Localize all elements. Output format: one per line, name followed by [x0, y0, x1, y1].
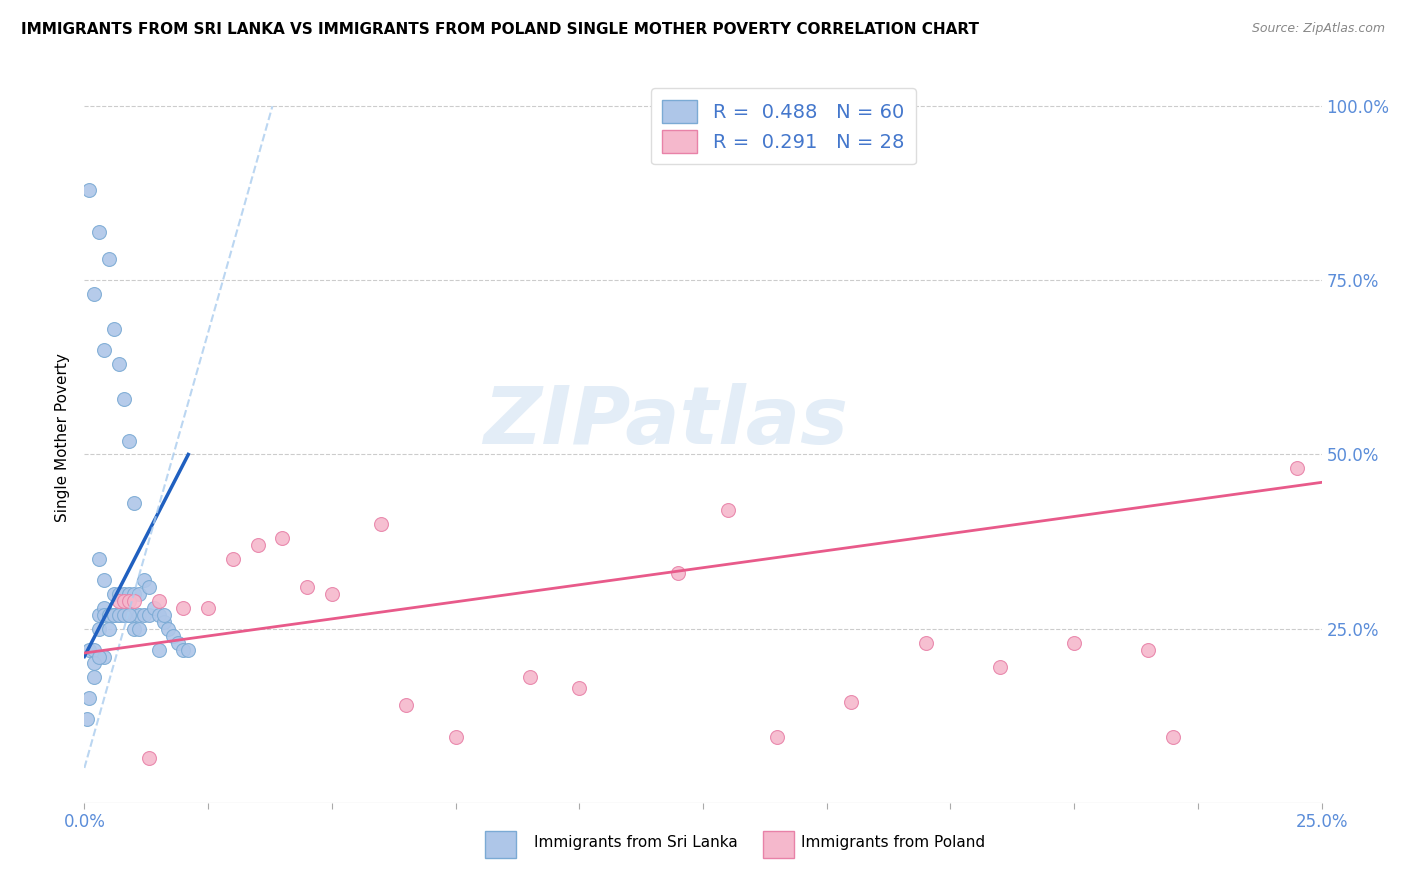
- Point: [118, 594, 141, 608]
- Point: [118, 434, 141, 448]
- Point: [83, 642, 105, 657]
- Point: [93, 649, 115, 664]
- Point: [103, 607, 125, 622]
- Point: [138, 750, 160, 764]
- Text: Source: ZipAtlas.com: Source: ZipAtlas.com: [1251, 22, 1385, 36]
- Point: [841, 695, 863, 709]
- Point: [152, 607, 174, 622]
- Point: [666, 566, 689, 580]
- Point: [132, 607, 155, 622]
- Point: [98, 607, 121, 622]
- Point: [83, 657, 105, 671]
- Point: [162, 629, 184, 643]
- Point: [197, 600, 219, 615]
- Point: [79, 183, 101, 197]
- Point: [98, 622, 121, 636]
- Point: [83, 287, 105, 301]
- Point: [1285, 461, 1308, 475]
- Point: [395, 698, 418, 713]
- Point: [148, 642, 170, 657]
- Point: [246, 538, 269, 552]
- Point: [79, 691, 101, 706]
- Point: [98, 607, 121, 622]
- Point: [118, 607, 141, 622]
- Legend: R =  0.488   N = 60, R =  0.291   N = 28: R = 0.488 N = 60, R = 0.291 N = 28: [651, 88, 915, 164]
- Point: [112, 594, 135, 608]
- Point: [93, 573, 115, 587]
- Point: [122, 496, 145, 510]
- Point: [108, 357, 131, 371]
- Point: [519, 670, 541, 684]
- Point: [1063, 635, 1085, 649]
- Point: [128, 587, 150, 601]
- Point: [271, 531, 294, 545]
- Point: [122, 587, 145, 601]
- Point: [103, 587, 125, 601]
- Point: [152, 615, 174, 629]
- Point: [98, 252, 121, 267]
- Point: [172, 600, 194, 615]
- Text: IMMIGRANTS FROM SRI LANKA VS IMMIGRANTS FROM POLAND SINGLE MOTHER POVERTY CORREL: IMMIGRANTS FROM SRI LANKA VS IMMIGRANTS …: [21, 22, 979, 37]
- Point: [142, 600, 165, 615]
- Point: [112, 607, 135, 622]
- Point: [89, 607, 111, 622]
- Point: [108, 607, 131, 622]
- Point: [138, 607, 160, 622]
- Point: [108, 587, 131, 601]
- Point: [108, 607, 131, 622]
- Point: [568, 681, 591, 695]
- Point: [118, 587, 141, 601]
- Point: [89, 225, 111, 239]
- Text: Immigrants from Sri Lanka: Immigrants from Sri Lanka: [534, 836, 738, 850]
- Point: [89, 552, 111, 566]
- Point: [122, 607, 145, 622]
- Point: [1137, 642, 1160, 657]
- Y-axis label: Single Mother Poverty: Single Mother Poverty: [55, 352, 70, 522]
- Point: [295, 580, 318, 594]
- Point: [222, 552, 245, 566]
- Point: [112, 587, 135, 601]
- Point: [103, 322, 125, 336]
- Point: [321, 587, 343, 601]
- Point: [89, 622, 111, 636]
- Point: [112, 392, 135, 406]
- Point: [79, 642, 101, 657]
- Point: [717, 503, 740, 517]
- Point: [914, 635, 936, 649]
- Point: [93, 600, 115, 615]
- Point: [76, 712, 98, 726]
- Point: [766, 730, 789, 744]
- Point: [444, 730, 467, 744]
- Point: [118, 607, 141, 622]
- Point: [1161, 730, 1184, 744]
- Text: ZIPatlas: ZIPatlas: [484, 384, 848, 461]
- Point: [128, 607, 150, 622]
- Point: [93, 343, 115, 357]
- Point: [148, 607, 170, 622]
- Point: [83, 670, 105, 684]
- Point: [108, 594, 131, 608]
- Point: [122, 594, 145, 608]
- Point: [157, 622, 180, 636]
- Point: [122, 622, 145, 636]
- Point: [148, 594, 170, 608]
- Text: Immigrants from Poland: Immigrants from Poland: [801, 836, 986, 850]
- Point: [128, 622, 150, 636]
- Point: [89, 649, 111, 664]
- Point: [177, 642, 200, 657]
- Point: [370, 517, 392, 532]
- Point: [167, 635, 190, 649]
- Point: [172, 642, 194, 657]
- Point: [988, 660, 1011, 674]
- Point: [112, 607, 135, 622]
- Point: [132, 573, 155, 587]
- Point: [138, 580, 160, 594]
- Point: [98, 607, 121, 622]
- Point: [93, 607, 115, 622]
- Point: [103, 607, 125, 622]
